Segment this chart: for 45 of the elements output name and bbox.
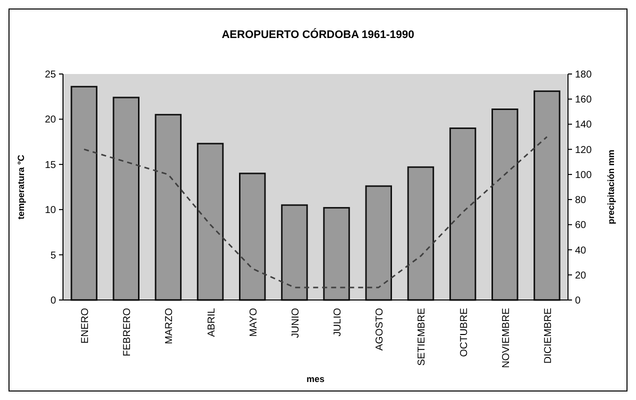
y-tick-label: 20 [44, 114, 56, 126]
bar [239, 172, 266, 301]
y-tick-label: 15 [44, 160, 56, 171]
bar [154, 114, 182, 301]
bar [112, 96, 140, 301]
x-tick-label: AGOSTO [374, 308, 386, 351]
chart-title: AEROPUERTO CÓRDOBA 1961-1990 [222, 28, 414, 41]
y2-tick-label: 40 [575, 245, 587, 256]
y2-tick-label: 80 [575, 195, 587, 206]
line-series [83, 136, 548, 288]
x-tick-label: DICIEMBRE [542, 308, 554, 364]
y2-tick-label: 60 [575, 220, 587, 232]
x-tick-label: ABRIL [206, 308, 218, 337]
x-tick-label: MAYO [248, 308, 260, 337]
y-tick-label: 10 [44, 205, 56, 216]
bar [281, 204, 308, 301]
y2-tick-label: 120 [575, 144, 592, 156]
y2-tick-label: 140 [575, 120, 592, 131]
x-tick-label: ENERO [80, 308, 92, 344]
x-tick-label: OCTUBRE [458, 308, 470, 357]
y2-tick-label: 160 [575, 94, 592, 106]
bar [323, 207, 350, 301]
bar [70, 86, 98, 301]
x-axis-title: mes [306, 374, 325, 384]
y-tick-label: 25 [44, 70, 56, 80]
y2-tick-label: 180 [575, 70, 592, 80]
y-axis-title: temperatura °C [16, 154, 26, 220]
x-tick-label: JUNIO [290, 308, 302, 338]
bar [365, 185, 392, 301]
bar [534, 90, 560, 301]
bar [407, 166, 434, 301]
y2-tick-label: 100 [575, 170, 592, 181]
bar [449, 127, 476, 301]
x-tick-label: FEBRERO [122, 308, 134, 356]
bar [196, 142, 224, 301]
y-tick-label: 5 [50, 250, 56, 262]
y2-axis-title: precipitación mm [606, 150, 616, 224]
x-tick-label: NOVIEMBRE [500, 308, 512, 368]
x-tick-label: SETIEMBRE [416, 308, 428, 366]
y2-tick-label: 20 [575, 270, 587, 282]
x-tick-label: MARZO [164, 308, 176, 344]
y2-tick-label: 0 [575, 296, 581, 306]
y-tick-label: 0 [50, 296, 56, 306]
bar [492, 108, 518, 301]
x-tick-label: JULIO [332, 308, 344, 336]
